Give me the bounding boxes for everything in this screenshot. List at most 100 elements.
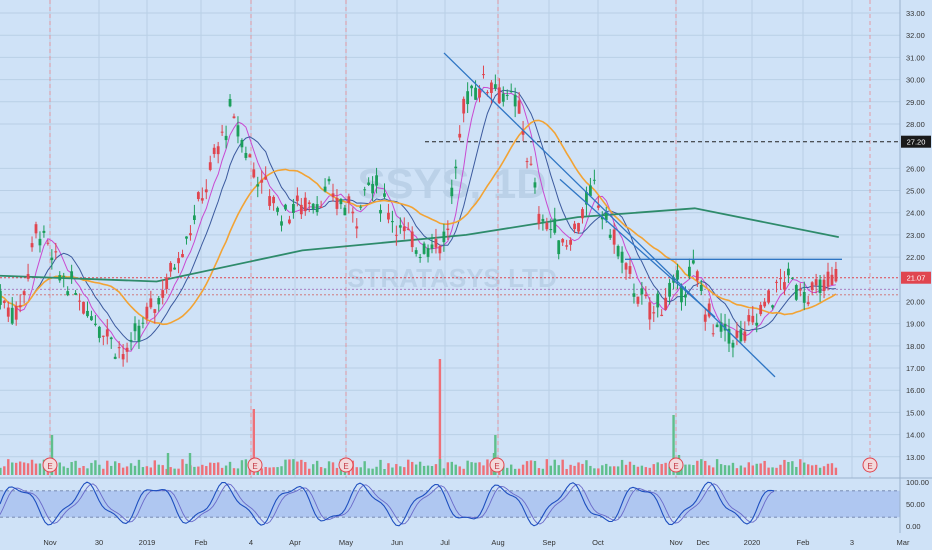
price-tick: 23.00 (906, 231, 925, 240)
volume-bar (529, 460, 533, 475)
time-tick: Mar (897, 538, 910, 547)
candle-body (592, 179, 596, 181)
candle-body (604, 212, 608, 221)
stochastic-tick: 0.00 (906, 522, 921, 531)
candle-body (153, 309, 157, 313)
time-tick: 2020 (744, 538, 761, 547)
candle-body (438, 245, 442, 254)
volume-bar (458, 466, 461, 475)
volume-bar (74, 460, 77, 475)
volume-bar (165, 468, 168, 475)
candle-body (169, 262, 173, 272)
candle-body (490, 82, 493, 93)
candle-body (157, 298, 161, 305)
candle-body (525, 161, 529, 163)
price-axis[interactable]: 33.00 32.00 31.00 30.00 29.00 28.00 26.00 25.00… (899, 0, 932, 550)
candle-body (668, 282, 671, 297)
candle-body (767, 290, 770, 303)
volume-bar (537, 468, 541, 475)
candle-body (497, 87, 501, 104)
candle-body (50, 257, 54, 261)
candle-body (612, 229, 616, 245)
ma-50-line (0, 119, 837, 326)
volume-bar (525, 461, 529, 475)
volume-bar (403, 467, 406, 475)
candle-body (616, 246, 620, 257)
candle-body (272, 196, 275, 204)
volume-bar (3, 466, 6, 475)
volume-bar (751, 465, 754, 475)
volume-bar (284, 459, 287, 475)
volume-bar (692, 465, 695, 475)
candle-body (652, 312, 656, 314)
price-tick: 17.00 (906, 364, 925, 373)
candle-body (418, 257, 422, 259)
volume-bar (260, 468, 263, 475)
volume-bar (70, 462, 73, 475)
candle-body (137, 325, 141, 342)
candle-body (715, 324, 719, 328)
candle-body (505, 95, 509, 97)
candle-body (280, 221, 283, 226)
candle-body (26, 274, 30, 279)
time-axis[interactable]: Nov 30 2019 Feb 4 Apr May Jun Jul Aug Sep Oct Nov Dec… (0, 477, 932, 550)
volume-bar (577, 462, 580, 475)
volume-bar (185, 463, 188, 475)
volume-bar (375, 466, 378, 475)
volume-bar (482, 465, 485, 475)
earnings-marker-circle (489, 457, 505, 473)
earnings-marker-label: E (47, 462, 52, 471)
volume-bar (620, 459, 624, 475)
candle-body (478, 88, 481, 98)
candle-body (371, 183, 374, 194)
candle-body (208, 162, 212, 170)
volume-bar (391, 467, 394, 475)
price-tick: 19.00 (906, 320, 925, 329)
candle-body (394, 234, 398, 236)
volume-bar (114, 461, 117, 475)
price-tick: 28.00 (906, 120, 925, 129)
time-tick: 2019 (139, 538, 156, 547)
earnings-marker-label: E (494, 462, 499, 471)
candle-body (735, 330, 739, 338)
volume-bar (319, 467, 323, 475)
volume-bar (300, 459, 303, 475)
volume-bar (795, 466, 798, 475)
volume-bar (644, 467, 648, 475)
trendline-down-second (559, 178, 716, 318)
volume-bar (660, 463, 663, 475)
volume-bar (244, 459, 248, 475)
volume-bar (711, 467, 715, 475)
volume-bar (775, 467, 778, 475)
time-tick: 4 (249, 538, 253, 547)
volume-bar (387, 463, 390, 475)
earnings-marker: E (338, 457, 354, 473)
volume-bar (814, 464, 818, 475)
volume-bar (636, 466, 640, 475)
candle-body (509, 91, 513, 93)
volume-bar (367, 468, 370, 475)
candle-body (125, 347, 129, 352)
volume-bar (252, 409, 255, 475)
volume-bar (288, 459, 291, 475)
candle-body (66, 291, 70, 296)
candles (0, 65, 838, 367)
candle-body (54, 251, 58, 253)
time-tick: 3 (850, 538, 854, 547)
candle-body (632, 293, 636, 297)
candle-body (688, 266, 691, 277)
candle-body (347, 196, 351, 203)
price-tick: 18.00 (906, 342, 925, 351)
candle-body (129, 339, 133, 342)
candle-body (6, 307, 10, 317)
volume-bar (121, 467, 125, 475)
volume-bar (209, 462, 212, 475)
volume-bar (161, 465, 164, 475)
volume-bar (296, 461, 299, 475)
candle-body (62, 275, 66, 277)
candle-body (315, 204, 319, 213)
candle-body (343, 207, 347, 216)
candle-body (295, 195, 299, 202)
time-tick: Feb (797, 538, 810, 547)
volume-bar (648, 467, 651, 475)
